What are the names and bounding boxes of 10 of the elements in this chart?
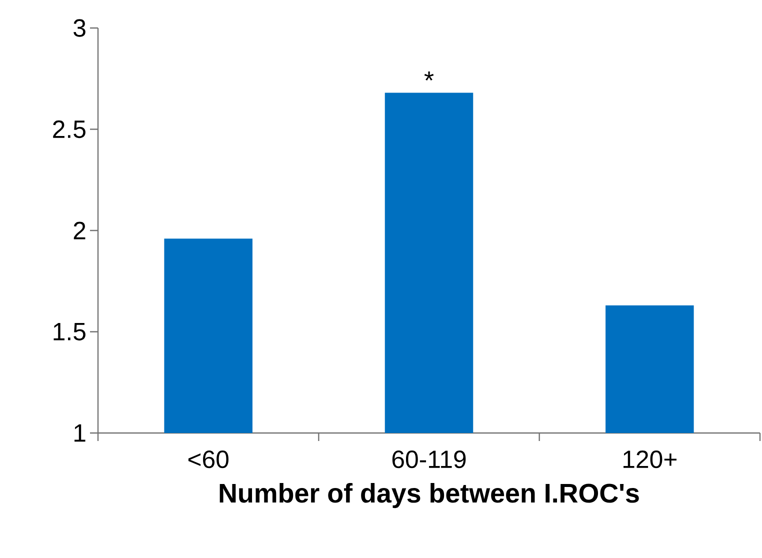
y-tick-label: 1: [74, 424, 86, 442]
x-tick-label: 60-119: [392, 450, 466, 468]
x-tick-label: 120+: [624, 450, 676, 468]
annotation: *: [424, 71, 434, 81]
x-tick-label: <60: [188, 450, 228, 468]
y-tick-label: 1.5: [54, 323, 86, 340]
y-tick-label: 3: [74, 19, 86, 37]
y-tick-label: 2: [74, 222, 86, 240]
x-axis-title: Number of days between I.ROC's: [220, 482, 639, 508]
y-tick-label: 2.5: [53, 120, 86, 138]
